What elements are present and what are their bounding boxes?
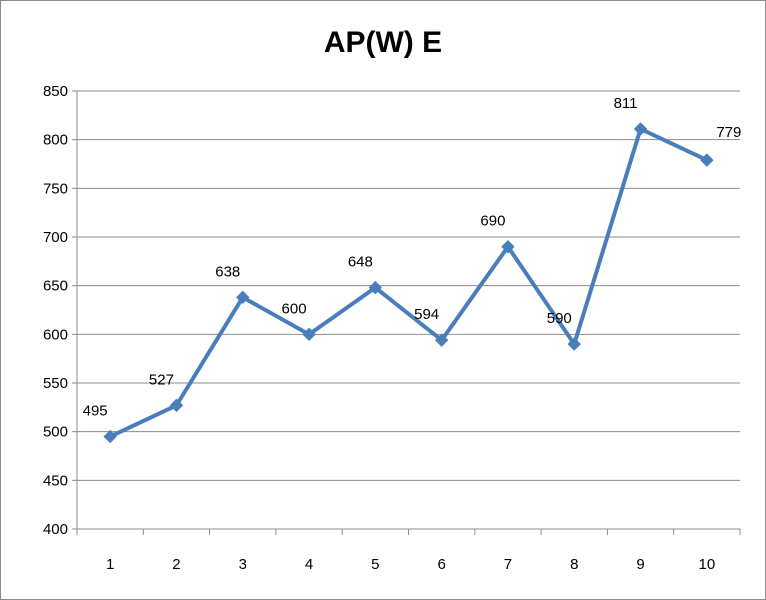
- data-label: 600: [282, 300, 307, 317]
- data-label: 638: [215, 263, 240, 280]
- x-tick-label: 2: [172, 556, 180, 573]
- series-line: [109, 126, 708, 439]
- x-tick-label: 1: [106, 556, 114, 573]
- x-tick-label: 5: [371, 556, 379, 573]
- data-label: 648: [348, 254, 373, 271]
- y-tick-label: 550: [43, 375, 68, 392]
- y-tick-label: 650: [43, 278, 68, 295]
- chart-title: AP(W) E: [324, 26, 442, 59]
- x-tick-label: 3: [239, 556, 247, 573]
- data-label: 527: [149, 371, 174, 388]
- x-tick-label: 10: [699, 556, 716, 573]
- y-tick-label: 400: [43, 521, 68, 538]
- y-tick-label: 800: [43, 132, 68, 149]
- data-label: 779: [716, 124, 741, 141]
- data-point: [434, 333, 449, 347]
- data-label: 590: [547, 310, 572, 327]
- data-point: [302, 327, 316, 342]
- data-label: 811: [614, 95, 638, 112]
- data-point: [501, 240, 515, 254]
- x-tick-label: 6: [437, 556, 445, 573]
- data-label: 690: [480, 213, 505, 230]
- x-tick-label: 8: [570, 556, 578, 573]
- data-point: [236, 290, 250, 305]
- y-tick-label: 750: [43, 180, 68, 197]
- x-tick-label: 9: [636, 556, 644, 573]
- data-label: 495: [83, 403, 108, 420]
- data-labels: 495 527 638 600 648 594 690 590 811 779: [83, 95, 742, 420]
- data-point: [633, 122, 648, 136]
- data-label: 594: [414, 306, 439, 323]
- data-markers: [103, 122, 714, 444]
- y-tick-label: 450: [43, 472, 68, 489]
- data-point: [368, 280, 383, 295]
- data-point: [567, 337, 581, 351]
- y-tick-label: 600: [43, 326, 68, 343]
- y-tick-label: 500: [43, 424, 68, 441]
- data-point: [169, 398, 184, 413]
- axes: 400 450 500 550 600 650 700 750 800 850 1 2 3 4 5 6 7 8 9 1…: [43, 83, 741, 573]
- x-tick-label: 4: [305, 556, 313, 573]
- data-point: [103, 429, 117, 444]
- x-tick-label: 7: [504, 556, 512, 573]
- y-tick-label: 850: [43, 83, 68, 100]
- data-point: [700, 153, 714, 167]
- y-tick-label: 700: [43, 229, 68, 246]
- series-line-group: [109, 126, 708, 439]
- gridlines: [77, 90, 740, 481]
